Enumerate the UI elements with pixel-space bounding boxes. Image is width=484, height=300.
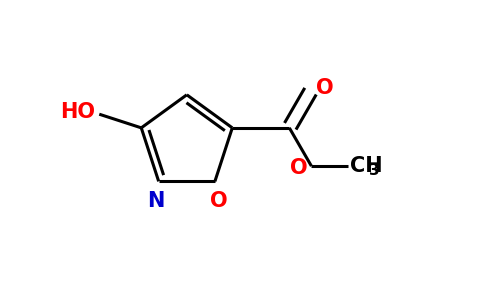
Text: 3: 3 [369, 163, 380, 178]
Text: O: O [210, 190, 227, 211]
Text: CH: CH [350, 156, 383, 176]
Text: O: O [290, 158, 308, 178]
Text: HO: HO [60, 102, 96, 122]
Text: O: O [316, 78, 333, 98]
Text: N: N [147, 190, 165, 211]
